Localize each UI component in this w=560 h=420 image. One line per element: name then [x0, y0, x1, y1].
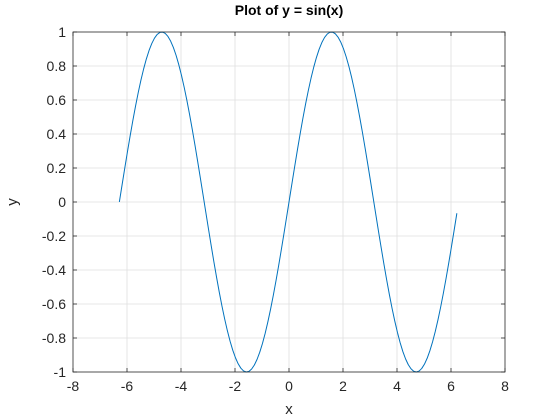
x-tick-label: 4 — [393, 378, 401, 394]
y-tick-label: 1 — [58, 24, 66, 40]
y-tick-label: 0.2 — [47, 160, 67, 176]
x-tick-label: -4 — [175, 378, 188, 394]
x-tick-label: -8 — [67, 378, 80, 394]
chart-title: Plot of y = sin(x) — [235, 2, 344, 18]
x-tick-label: -6 — [121, 378, 134, 394]
x-axis-title: x — [285, 401, 293, 418]
x-tick-label: 8 — [501, 378, 509, 394]
y-tick-label: -1 — [54, 364, 67, 380]
x-tick-label: 2 — [339, 378, 347, 394]
y-tick-label: 0 — [58, 194, 66, 210]
y-tick-label: -0.4 — [42, 262, 66, 278]
x-tick-label: 6 — [447, 378, 455, 394]
y-tick-label: -0.8 — [42, 330, 66, 346]
y-tick-label: 0.6 — [47, 92, 67, 108]
x-tick-label: 0 — [285, 378, 293, 394]
y-tick-label: 0.4 — [47, 126, 67, 142]
y-axis-title: y — [4, 198, 21, 206]
series-line-sin — [118, 31, 458, 373]
tick-layer: -8 -6 -4 -2 0 2 4 6 8 -1 -0.8 -0.6 -0.4 -0.2 0 0.2 0.4 0.… — [42, 24, 509, 394]
y-tick-label: -0.2 — [42, 228, 66, 244]
series-layer — [118, 31, 458, 373]
x-tick-label: -2 — [229, 378, 242, 394]
y-tick-label: 0.8 — [47, 58, 67, 74]
y-tick-label: -0.6 — [42, 296, 66, 312]
